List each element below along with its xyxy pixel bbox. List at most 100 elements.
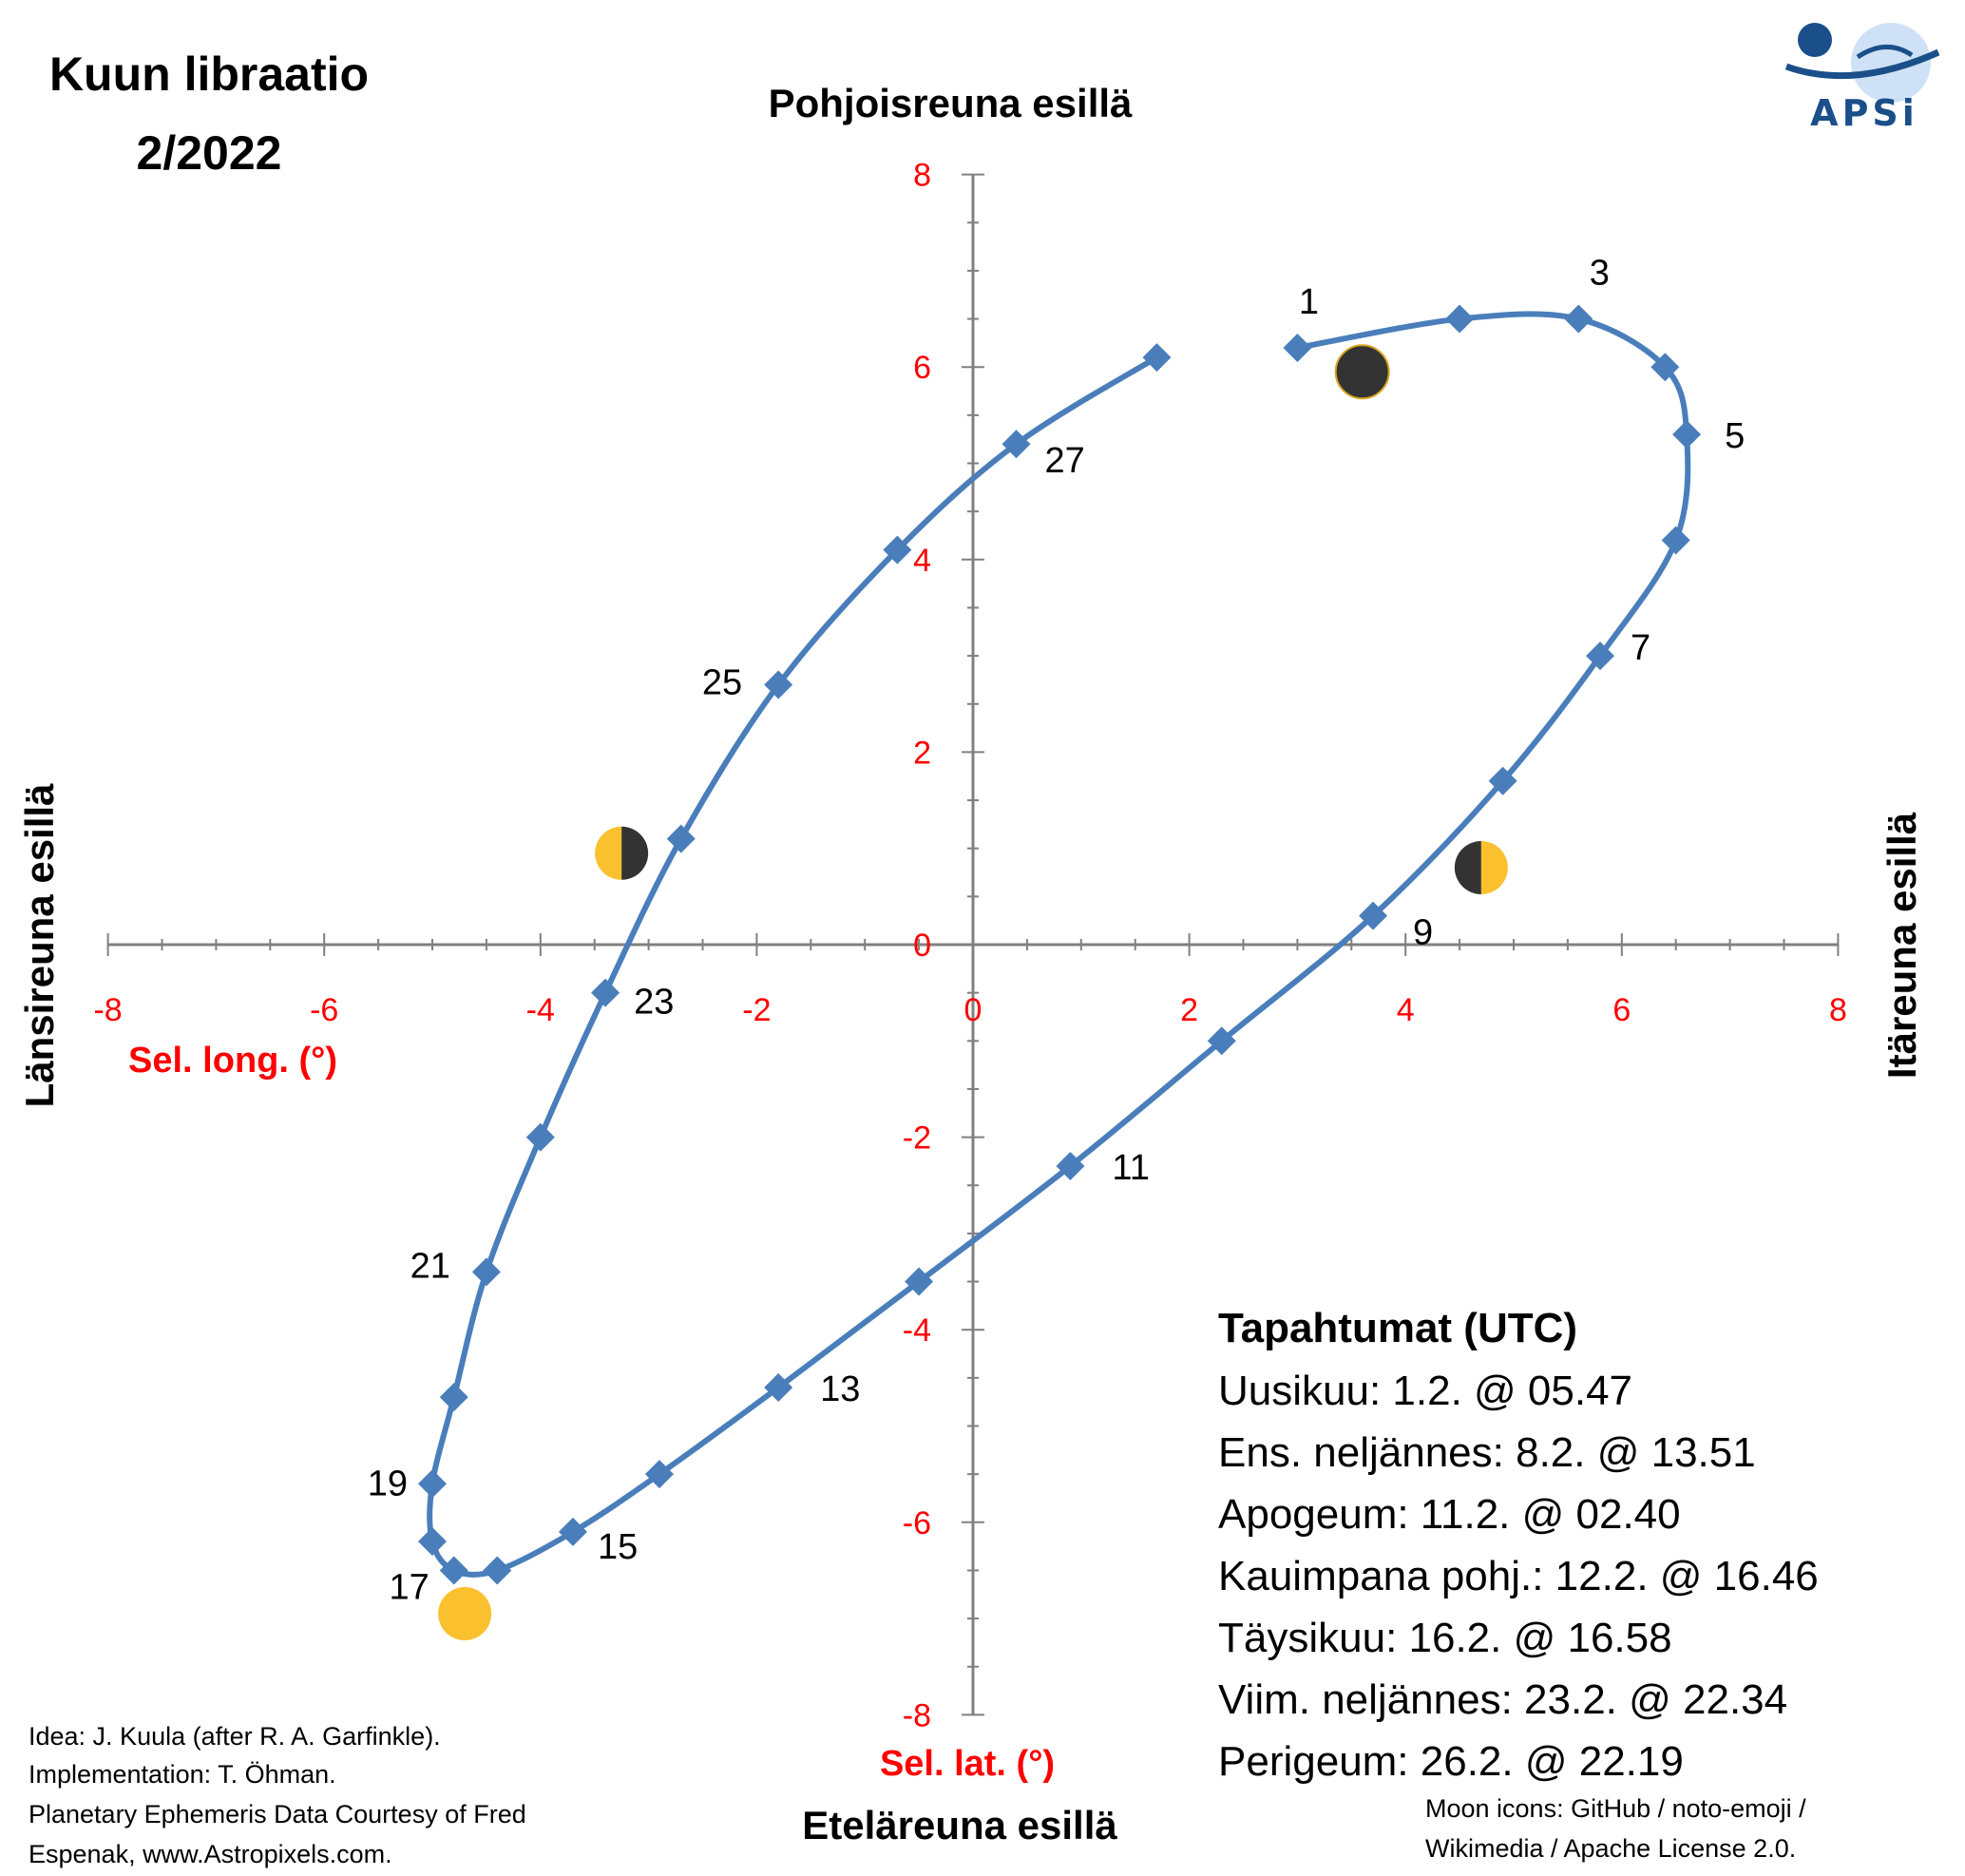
data-point — [418, 1527, 447, 1557]
full-moon-icon — [438, 1587, 492, 1641]
data-point — [1650, 353, 1680, 382]
data-point — [644, 1460, 674, 1489]
event-new-moon: Uusikuu: 1.2. @ 05.47 — [1218, 1368, 1632, 1414]
first-quarter-moon-icon — [1454, 840, 1508, 894]
y-tick-label: -4 — [903, 1312, 931, 1349]
y-axis-ticks — [962, 173, 984, 1716]
icon-credits: Moon icons: GitHub / noto-emoji / Wikime… — [1425, 1794, 1806, 1863]
chart-title-line-1: Kuun libraatio — [49, 48, 369, 101]
event-full-moon: Täysikuu: 16.2. @ 16.58 — [1218, 1615, 1672, 1661]
data-point — [558, 1517, 587, 1546]
y-tick-label: 0 — [913, 928, 931, 964]
data-point — [1586, 641, 1615, 671]
day-label: 9 — [1413, 913, 1433, 953]
day-label: 7 — [1631, 628, 1650, 668]
data-point — [1488, 766, 1517, 795]
y-tick-label: 8 — [913, 158, 931, 194]
x-tick-label: -4 — [526, 992, 555, 1028]
y-tick-label: -2 — [903, 1120, 931, 1157]
icon-credit-line-2: Wikimedia / Apache License 2.0. — [1425, 1834, 1796, 1863]
y-tick-label: -8 — [903, 1697, 931, 1733]
x-tick-label: -6 — [310, 992, 338, 1028]
credit-line-4: Espenak, www.Astropixels.com. — [29, 1840, 392, 1868]
data-point — [905, 1267, 934, 1296]
events-title: Tapahtumat (UTC) — [1218, 1305, 1577, 1351]
day-label: 3 — [1590, 254, 1610, 294]
data-point — [764, 670, 793, 699]
east-edge-label: Itäreuna esillä — [1879, 812, 1924, 1079]
data-point — [1564, 304, 1593, 334]
y-tick-label: -6 — [903, 1505, 931, 1541]
data-point — [418, 1469, 447, 1499]
data-point — [764, 1372, 793, 1402]
data-point — [439, 1383, 468, 1412]
credit-line-3: Planetary Ephemeris Data Courtesy of Fre… — [29, 1800, 526, 1828]
data-point — [1142, 343, 1172, 373]
credits: Idea: J. Kuula (after R. A. Garfinkle). … — [29, 1722, 526, 1868]
data-point — [439, 1556, 468, 1585]
y-axis-tick-labels: -8 -6 -4 -2 0 2 4 6 8 — [903, 158, 931, 1734]
x-tick-label: 4 — [1397, 992, 1415, 1028]
day-label: 11 — [1112, 1148, 1149, 1188]
y-tick-label: 2 — [913, 735, 931, 771]
event-last-quarter: Viim. neljännes: 23.2. @ 22.34 — [1218, 1676, 1787, 1723]
last-quarter-moon-icon — [595, 826, 649, 880]
data-point — [1056, 1151, 1085, 1180]
x-tick-label: -2 — [742, 992, 771, 1028]
data-point — [666, 824, 696, 853]
x-tick-label: 8 — [1829, 992, 1847, 1028]
apsi-logo: APSi — [1784, 23, 1940, 134]
chart-title-line-2: 2/2022 — [137, 126, 282, 180]
axes: -8 -6 -4 -2 0 2 4 6 8 -8 -6 -4 -2 0 2 4 6 8 — [93, 158, 1846, 1734]
x-tick-label: -8 — [93, 992, 122, 1028]
data-point — [1283, 333, 1312, 362]
data-point — [591, 978, 620, 1007]
data-point — [1661, 526, 1690, 555]
moon-phase-icons — [438, 344, 1508, 1641]
x-tick-label: 2 — [1180, 992, 1198, 1028]
data-point — [483, 1556, 512, 1585]
x-axis-tick-labels: -8 -6 -4 -2 0 2 4 6 8 — [93, 992, 1846, 1028]
day-label: 25 — [702, 662, 742, 702]
icon-credit-line-1: Moon icons: GitHub / noto-emoji / — [1425, 1794, 1806, 1823]
day-label: 5 — [1725, 416, 1745, 456]
x-tick-label: 0 — [964, 992, 982, 1028]
new-moon-icon — [1334, 344, 1390, 400]
day-label: 27 — [1045, 441, 1085, 481]
apsi-planet-orbit-logo-icon — [1784, 23, 1940, 103]
x-tick-label: 6 — [1612, 992, 1631, 1028]
day-label: 13 — [820, 1369, 860, 1409]
west-edge-label: Länsireuna esillä — [17, 783, 62, 1107]
data-point — [1672, 420, 1702, 450]
libration-points — [418, 304, 1702, 1585]
data-point — [1359, 901, 1388, 930]
event-apogee: Apogeum: 11.2. @ 02.40 — [1218, 1491, 1681, 1538]
day-label: 19 — [368, 1464, 408, 1503]
data-point — [1002, 430, 1031, 459]
data-point — [1207, 1026, 1236, 1056]
day-label: 17 — [389, 1567, 429, 1607]
north-edge-label: Pohjoisreuna esillä — [769, 81, 1133, 125]
x-axis-ticks — [106, 933, 1840, 956]
event-first-quarter: Ens. neljännes: 8.2. @ 13.51 — [1218, 1429, 1756, 1476]
y-axis-label: Sel. lat. (°) — [880, 1744, 1055, 1784]
events-panel: Tapahtumat (UTC) Uusikuu: 1.2. @ 05.47 E… — [1218, 1305, 1819, 1785]
day-label: 21 — [410, 1246, 450, 1286]
data-point — [471, 1257, 501, 1287]
y-tick-label: 4 — [913, 543, 931, 579]
data-point — [525, 1122, 555, 1152]
y-tick-label: 6 — [913, 350, 931, 386]
data-point — [1445, 304, 1475, 334]
south-edge-label: Eteläreuna esillä — [802, 1803, 1117, 1847]
event-farthest-north: Kauimpana pohj.: 12.2. @ 16.46 — [1218, 1553, 1819, 1599]
event-perigee: Perigeum: 26.2. @ 22.19 — [1218, 1738, 1684, 1785]
day-label: 1 — [1299, 282, 1319, 322]
credit-line-1: Idea: J. Kuula (after R. A. Garfinkle). — [29, 1722, 441, 1751]
day-label: 15 — [598, 1527, 638, 1567]
day-label: 23 — [634, 983, 674, 1023]
credit-line-2: Implementation: T. Öhman. — [29, 1760, 336, 1789]
data-point — [883, 535, 912, 565]
x-axis-label: Sel. long. (°) — [128, 1041, 337, 1081]
